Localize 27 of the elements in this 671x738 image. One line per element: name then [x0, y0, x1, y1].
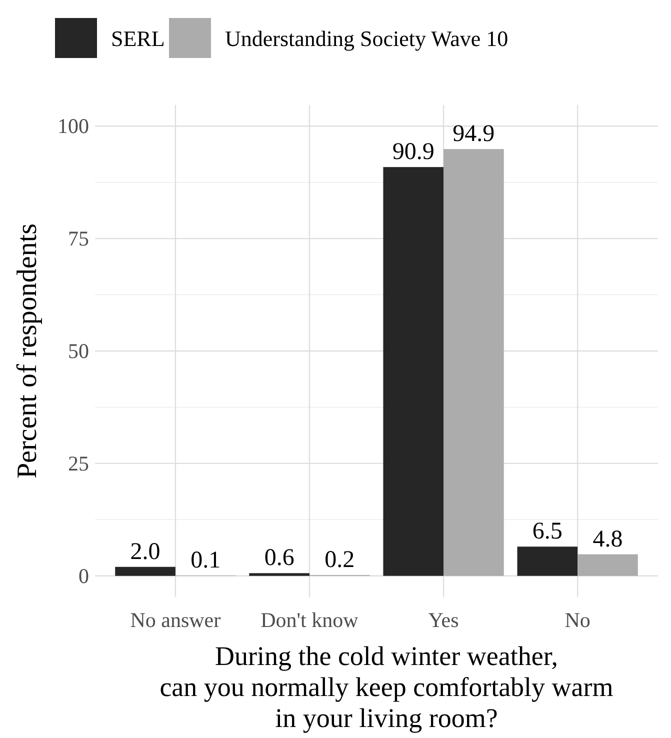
data-label: 94.9	[452, 121, 495, 148]
data-label: 0.2	[324, 546, 355, 573]
data-label: 6.5	[532, 518, 562, 545]
bar	[383, 167, 444, 576]
bar	[444, 149, 504, 576]
bar	[115, 566, 176, 576]
bar	[578, 554, 638, 576]
x-axis-title: During the cold winter weather, can you normally keep comfortably warm in your living room?	[160, 641, 614, 733]
x-tick-label: No	[564, 608, 590, 632]
y-tick-label: 25	[68, 451, 89, 476]
legend-label: Understanding Society Wave 10	[225, 26, 508, 51]
x-tick-label: Don't know	[260, 608, 360, 632]
data-label: 4.8	[592, 526, 623, 552]
y-axis-title: Percent of respondents	[12, 223, 43, 479]
y-tick-label: 0	[78, 564, 89, 588]
y-tick-label: 75	[68, 226, 89, 251]
data-label: 90.9	[392, 139, 434, 166]
x-tick-label: Yes	[428, 608, 459, 632]
y-tick-label: 100	[58, 114, 89, 138]
data-label: 0.1	[190, 547, 221, 574]
y-tick-label: 50	[68, 339, 89, 363]
bar	[249, 573, 310, 576]
bar	[517, 546, 578, 576]
data-label: 0.6	[264, 545, 294, 572]
legend-label: SERL	[111, 26, 165, 51]
x-tick-label: No answer	[130, 608, 221, 632]
data-label: 2.0	[130, 538, 160, 565]
